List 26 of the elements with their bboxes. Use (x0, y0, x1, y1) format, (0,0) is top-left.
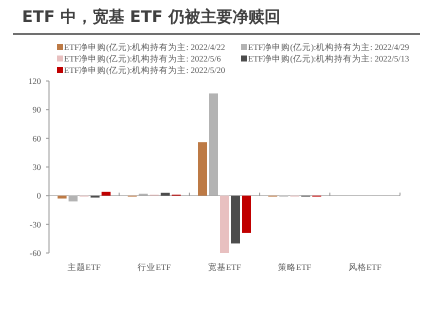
bar (102, 192, 111, 196)
chart-title: ETF 中，宽基 ETF 仍被主要净赎回 (22, 7, 280, 26)
x-tick-label: 策略ETF (278, 262, 312, 272)
legend-label: ETF净申购(亿元):机构持有为主: 2022/4/22 (64, 42, 226, 52)
y-tick-label: 120 (28, 76, 41, 86)
y-tick-label: 30 (32, 162, 41, 172)
bar (242, 196, 251, 233)
y-tick-label: 60 (32, 133, 41, 144)
legend-label: ETF净申购(亿元):机构持有为主: 2022/4/29 (248, 42, 410, 52)
legend-label: ETF净申购(亿元):机构持有为主: 2022/5/13 (248, 54, 410, 64)
bar (58, 196, 67, 199)
x-tick-label: 风格ETF (348, 262, 382, 272)
y-tick-label: -60 (30, 248, 41, 258)
x-tick-label: 主题ETF (68, 262, 101, 272)
bar (209, 93, 218, 196)
bar (220, 196, 229, 253)
y-tick-label: -30 (30, 219, 41, 230)
legend-label: ETF净申购(亿元):机构持有为主: 2022/5/6 (64, 54, 221, 64)
bar (198, 142, 207, 196)
bar (68, 196, 78, 202)
x-tick-label: 行业ETF (138, 262, 172, 272)
x-tick-label: 宽基ETF (208, 262, 242, 272)
y-tick-label: 90 (32, 104, 41, 115)
legend-label: ETF净申购(亿元):机构持有为主: 2022/5/20 (64, 65, 226, 75)
bar (231, 196, 240, 244)
y-tick-label: 0 (36, 190, 41, 201)
